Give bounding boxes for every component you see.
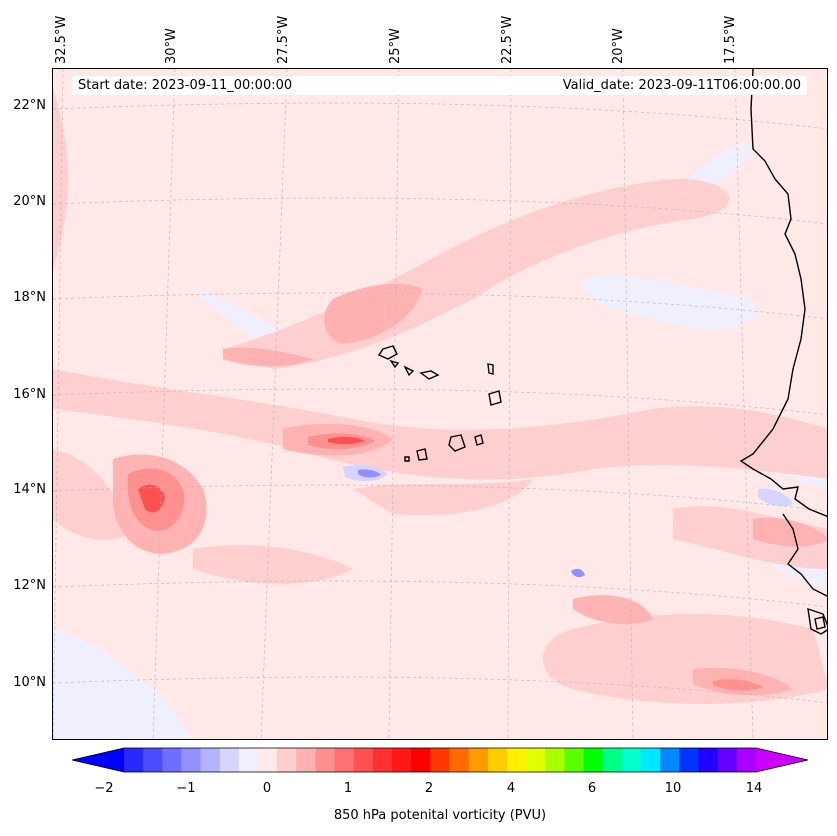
potential-vorticity-map (53, 69, 827, 739)
colorbar-segment (545, 748, 566, 772)
valid-date-label: Valid_date: 2023-09-11T06:00:00.00 (562, 78, 801, 93)
colorbar-segment (411, 748, 432, 772)
colorbar-segment (526, 748, 546, 772)
gridlines (53, 69, 827, 739)
colorbar-tick-label: −1 (176, 781, 196, 796)
coastline (377, 69, 827, 635)
colorbar-segment (430, 748, 451, 772)
lat-label: 16°N (13, 387, 46, 402)
colorbar-segment (238, 748, 259, 772)
colorbar-segment (717, 748, 738, 772)
colorbar-segment (181, 748, 202, 772)
colorbar-tick-label: 1 (343, 781, 353, 796)
colorbar-label: 850 hPa potenital vorticity (PVU) (333, 808, 547, 823)
colorbar (71, 747, 809, 773)
colorbar-segment (200, 748, 221, 772)
negative-pv-core (343, 465, 793, 578)
colorbar-segment (487, 748, 508, 772)
colorbar-segment (277, 748, 297, 772)
colorbar-segment (219, 748, 240, 772)
colorbar-segment (679, 748, 700, 772)
colorbar-segment (334, 748, 355, 772)
colorbar-segment (660, 748, 680, 772)
date-annotation-box (72, 76, 807, 95)
colorbar-tick-label: 6 (587, 781, 597, 796)
lat-label: 10°N (13, 675, 46, 690)
colorbar-segment (698, 748, 719, 772)
colorbar-extend-min (72, 748, 124, 772)
colorbar-tick-label: −2 (94, 781, 114, 796)
lon-label: 32.5°W (54, 15, 69, 64)
colorbar-tick-label: 10 (664, 781, 682, 796)
lat-label: 14°N (13, 482, 46, 497)
colorbar-segment (449, 748, 470, 772)
colorbar-segment (124, 748, 144, 772)
lon-label: 17.5°W (723, 15, 738, 64)
colorbar-segment (583, 748, 604, 772)
colorbar-segment (468, 748, 489, 772)
lat-label: 22°N (13, 98, 46, 113)
lon-label: 22.5°W (500, 15, 515, 64)
lat-label: 12°N (13, 578, 46, 593)
lon-label: 30°W (164, 28, 179, 64)
lat-label: 20°N (13, 194, 46, 209)
colorbar-segment (736, 748, 757, 772)
pv-cores-strong (138, 436, 365, 513)
colorbar-outline (71, 747, 809, 773)
colorbar-segment (353, 748, 374, 772)
colorbar-segment (507, 748, 527, 772)
colorbar-segment (564, 748, 585, 772)
colorbar-segment (621, 748, 642, 772)
map-frame (52, 68, 828, 740)
colorbar-segment (258, 748, 278, 772)
colorbar-extend-max (756, 748, 808, 772)
colorbar-segment (296, 748, 317, 772)
lon-label: 25°W (388, 28, 403, 64)
colorbar-tick-label: 2 (424, 781, 434, 796)
colorbar-segment (143, 748, 163, 772)
colorbar-segment (315, 748, 336, 772)
colorbar-segment (372, 748, 393, 772)
colorbar-segment (392, 748, 412, 772)
colorbar-segment (641, 748, 661, 772)
start-date-label: Start date: 2023-09-11_00:00:00 (78, 78, 293, 93)
colorbar-tick-label: 0 (262, 781, 272, 796)
colorbar-segment (602, 748, 623, 772)
lon-label: 27.5°W (276, 15, 291, 64)
lat-label: 18°N (13, 290, 46, 305)
pv-cores (127, 433, 763, 691)
colorbar-tick-label: 14 (745, 781, 763, 796)
colorbar-segment (162, 748, 183, 772)
colorbar-tick-label: 4 (506, 781, 516, 796)
lon-label: 20°W (611, 28, 626, 64)
